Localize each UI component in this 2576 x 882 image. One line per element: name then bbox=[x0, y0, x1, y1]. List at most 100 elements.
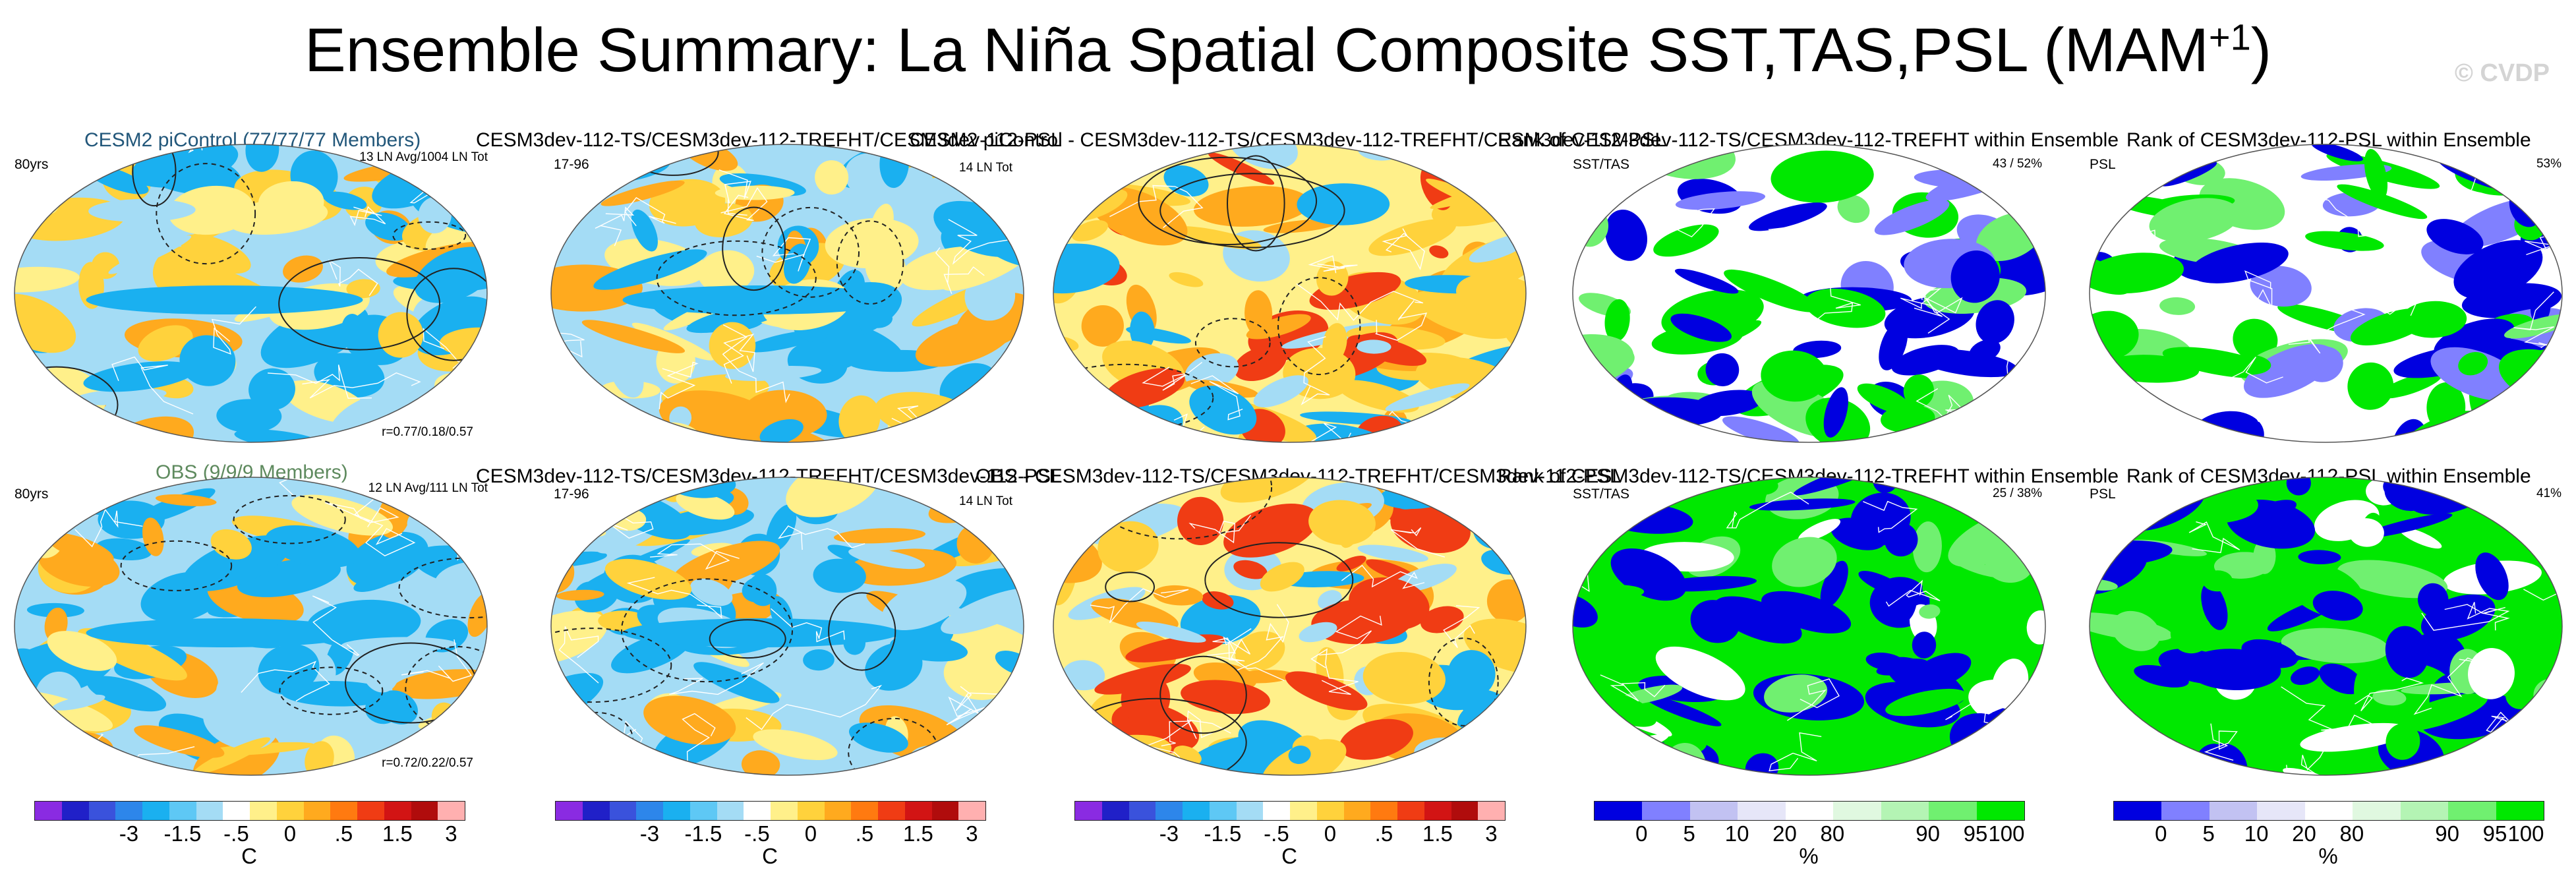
map-coastline bbox=[2513, 291, 2554, 346]
map-coastline bbox=[746, 684, 883, 730]
map-anomaly-region bbox=[1175, 734, 1289, 775]
map-coastline bbox=[2288, 305, 2366, 354]
map-anomaly-region bbox=[815, 160, 849, 195]
map-anomaly-region bbox=[581, 320, 686, 353]
colorbar-anomaly-3 bbox=[1074, 801, 1506, 821]
map-anomaly-region bbox=[2349, 518, 2384, 547]
map-coastline bbox=[1382, 228, 1425, 271]
map-coastline bbox=[1310, 648, 1359, 695]
map-psl-contour bbox=[836, 220, 904, 305]
map-cold-tongue bbox=[622, 618, 900, 647]
colorbar-swatch bbox=[689, 802, 717, 820]
map-anomaly-region bbox=[1356, 339, 1391, 354]
map-anomaly-region bbox=[551, 750, 622, 775]
map-coastline bbox=[2413, 657, 2478, 715]
map-coastline bbox=[1661, 208, 1715, 238]
map-anomaly-region bbox=[1705, 353, 1740, 386]
map-psl-contour bbox=[279, 666, 384, 715]
colorbar-swatch bbox=[88, 802, 116, 820]
map-anomaly-region bbox=[1461, 173, 1526, 194]
r1-c1-years: 80yrs bbox=[15, 157, 49, 172]
map-anomaly-region bbox=[1574, 734, 1669, 767]
map-anomaly-region bbox=[1670, 313, 1732, 342]
map-anomaly-region bbox=[2426, 219, 2484, 254]
map-anomaly-region bbox=[2298, 550, 2341, 565]
map-psl-contour bbox=[621, 578, 793, 683]
map-coastline bbox=[2523, 564, 2562, 601]
colorbar-swatch bbox=[1785, 802, 1834, 820]
tick-label: 3 bbox=[966, 821, 978, 846]
map-anomaly-region bbox=[2372, 689, 2407, 706]
map-coastline bbox=[2281, 686, 2374, 732]
map-psl-contour bbox=[1138, 156, 1318, 245]
map-coastline bbox=[15, 722, 24, 749]
map-anomaly-region bbox=[2189, 242, 2289, 283]
colorbar-swatch bbox=[931, 802, 959, 820]
map-anomaly-region bbox=[142, 517, 164, 556]
map-anomaly-region bbox=[1470, 722, 1526, 759]
map-coastline bbox=[624, 196, 676, 227]
map-anomaly-region bbox=[2006, 730, 2045, 775]
map-anomaly-region bbox=[813, 558, 866, 593]
map-coastline bbox=[1109, 185, 1204, 228]
map-anomaly-region bbox=[1081, 305, 1124, 347]
map-anomaly-region bbox=[1429, 245, 1449, 258]
map-psl-contour bbox=[1227, 155, 1285, 252]
map-anomaly-region bbox=[1903, 374, 1935, 408]
map-anomaly-region bbox=[1772, 537, 1837, 587]
map-coastline bbox=[682, 713, 716, 767]
map-anomaly-region bbox=[1912, 521, 1942, 573]
map-psl-contour bbox=[1105, 572, 1155, 603]
map-psl-contour bbox=[1194, 318, 1271, 368]
tick-label: 5 bbox=[2202, 821, 2215, 846]
map-anomaly-region bbox=[1299, 622, 1337, 643]
map-anomaly-region bbox=[108, 235, 192, 274]
map-anomaly-region bbox=[1643, 694, 1722, 726]
map-coastline bbox=[74, 508, 143, 548]
map-anomaly-region bbox=[1368, 219, 1457, 256]
map-psl-contour bbox=[1204, 542, 1354, 618]
map-coastline bbox=[1787, 678, 1840, 721]
colorbar-anomaly-2 bbox=[555, 801, 986, 821]
map-anomaly-region bbox=[1576, 584, 1645, 601]
map-anomaly-region bbox=[15, 477, 109, 515]
map-anomaly-region bbox=[1747, 477, 1778, 496]
colorbar-swatch bbox=[2496, 802, 2544, 820]
map-anomaly-region bbox=[1103, 368, 1185, 409]
colorbar-unit: C bbox=[241, 844, 257, 868]
tick-label: .5 bbox=[855, 821, 874, 846]
map-anomaly-region bbox=[346, 279, 380, 299]
map-anomaly-region bbox=[2233, 318, 2278, 361]
map-anomaly-region bbox=[180, 234, 251, 274]
map-r1-c1-anomaly bbox=[14, 144, 488, 443]
map-anomaly-region bbox=[1745, 753, 1779, 775]
map-anomaly-region bbox=[865, 310, 893, 328]
map-coastline bbox=[1145, 720, 1192, 758]
map-anomaly-region bbox=[593, 249, 707, 290]
map-anomaly-region bbox=[2509, 166, 2562, 206]
colorbar-swatch bbox=[717, 802, 744, 820]
map-anomaly-region bbox=[52, 694, 105, 711]
r2-c1-correlation: r=0.72/0.22/0.57 bbox=[382, 756, 473, 770]
map-anomaly-region bbox=[1053, 495, 1066, 508]
map-anomaly-region bbox=[2023, 221, 2045, 237]
map-cold-tongue bbox=[86, 285, 363, 314]
map-anomaly-region bbox=[556, 589, 604, 601]
map-anomaly-region bbox=[1220, 477, 1316, 503]
map-anomaly-region bbox=[47, 533, 114, 564]
colorbar-swatch bbox=[851, 802, 878, 820]
map-anomaly-region bbox=[741, 750, 780, 775]
tick-label: -.5 bbox=[1264, 821, 1289, 846]
map-r2-c3-difference bbox=[1053, 477, 1527, 776]
map-anomaly-region bbox=[2378, 372, 2442, 399]
map-coastline bbox=[405, 401, 459, 436]
map-anomaly-region bbox=[676, 491, 735, 520]
colorbar-swatch bbox=[958, 802, 985, 820]
map-coastline bbox=[1573, 378, 1586, 436]
map-anomaly-region bbox=[1693, 390, 1763, 417]
map-anomaly-region bbox=[1805, 288, 1886, 328]
tick-label: 1.5 bbox=[382, 821, 413, 846]
map-anomaly-region bbox=[138, 325, 193, 362]
tick-label: .5 bbox=[1374, 821, 1393, 846]
map-coastline bbox=[551, 332, 585, 358]
